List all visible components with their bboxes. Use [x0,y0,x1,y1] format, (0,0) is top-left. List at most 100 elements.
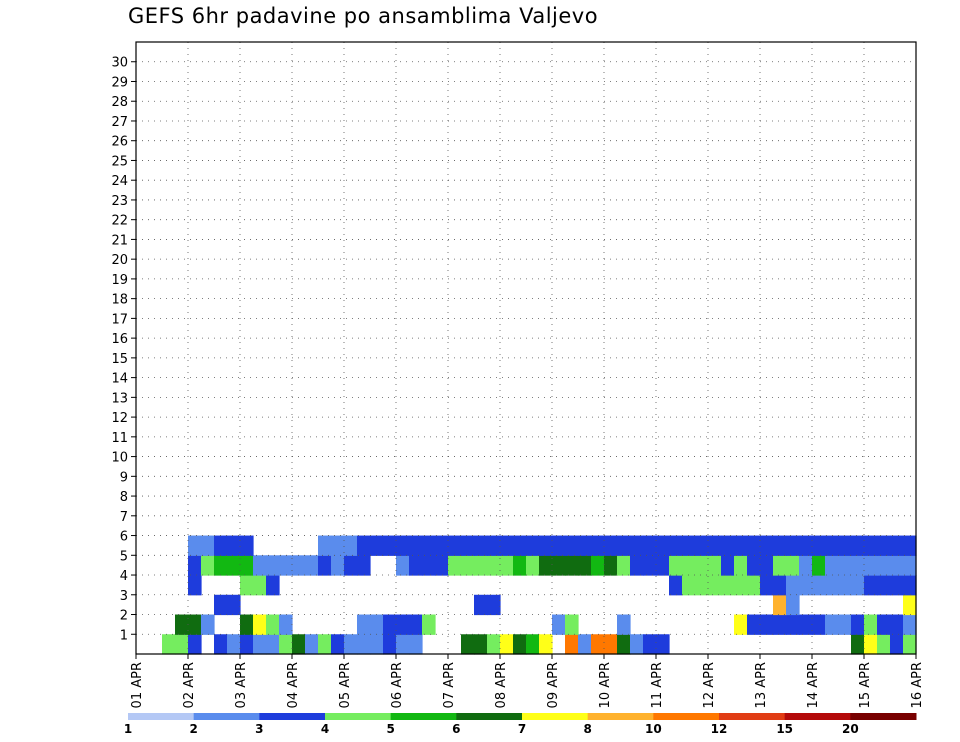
heatmap-cell [266,634,280,655]
heatmap-cell [786,555,800,576]
legend-swatch [719,713,786,720]
legend-label: 8 [583,722,591,736]
heatmap-cell [357,555,371,576]
heatmap-cell [799,614,813,635]
heatmap-cell [266,555,280,576]
heatmap-cell [825,555,839,576]
heatmap-cell [227,634,241,655]
heatmap-cell [175,634,189,655]
heatmap-cell [773,594,787,616]
heatmap-cell [604,634,618,655]
heatmap-cell [799,535,813,556]
heatmap-cell [227,555,241,576]
y-tick-label: 9 [120,470,128,485]
heatmap-cell [851,555,865,576]
heatmap-cell [773,614,787,635]
heatmap-cell [318,535,332,556]
heatmap-cell [760,535,774,556]
y-tick-label: 12 [111,411,128,426]
y-tick-label: 14 [111,372,128,387]
heatmap-cell [786,614,800,635]
heatmap-cell [539,634,553,655]
heatmap-cell [526,535,540,556]
heatmap-cell [773,535,787,556]
heatmap-cell [643,555,657,576]
heatmap-cell [864,634,878,655]
heatmap-cell [903,614,917,635]
x-tick-label: 14 APR [806,662,821,708]
heatmap-cell [240,555,254,576]
legend-swatch [259,713,326,720]
heatmap-cell [903,575,917,596]
heatmap-cell [786,535,800,556]
heatmap-cell [799,575,813,596]
heatmap-cell [461,535,475,556]
heatmap-cell [851,535,865,556]
y-tick-label: 3 [120,589,128,604]
heatmap-cell [513,535,527,556]
y-tick-label: 23 [111,194,128,209]
heatmap-cell [201,555,215,576]
heatmap-cell [721,535,735,556]
heatmap-cell [630,634,644,655]
legend-label: 12 [711,722,728,736]
heatmap-cell [695,535,709,556]
heatmap-cell [734,614,748,635]
x-tick-label: 06 APR [390,662,405,708]
heatmap-cell [760,575,774,596]
heatmap-cell [396,614,410,635]
heatmap-cell [838,535,852,556]
heatmap-cell [617,535,631,556]
heatmap-cell [877,634,891,655]
heatmap-cell [500,634,514,655]
heatmap-cell [474,555,488,576]
y-tick-label: 24 [111,174,128,189]
y-tick-label: 29 [111,75,128,90]
heatmap-cell [240,614,254,635]
heatmap-cell [812,614,826,635]
heatmap-cell [253,575,267,596]
heatmap-cell [695,555,709,576]
heatmap-cell [630,535,644,556]
heatmap-cell [292,555,306,576]
legend-label: 2 [189,722,197,736]
heatmap-cell [578,555,592,576]
y-tick-label: 17 [111,312,128,327]
y-tick-label: 30 [111,56,128,71]
legend-label: 1 [124,722,132,736]
y-tick-label: 6 [120,530,128,545]
heatmap-cell [669,555,683,576]
heatmap-cell [513,634,527,655]
y-tick-label: 22 [111,214,128,229]
heatmap-cell [838,575,852,596]
heatmap-cell [448,555,462,576]
heatmap-cell [877,575,891,596]
legend-swatch [522,713,589,720]
x-tick-label: 13 APR [754,662,769,708]
legend-label: 5 [386,722,394,736]
heatmap-cell [214,634,228,655]
heatmap-cell [682,555,696,576]
legend-swatch [456,713,523,720]
heatmap-cell [552,555,566,576]
heatmap-cell [890,555,904,576]
heatmap-cell [422,535,436,556]
y-tick-label: 25 [111,154,128,169]
heatmap-cell [682,535,696,556]
heatmap-cell [786,575,800,596]
heatmap-cell [435,555,449,576]
legend-label: 15 [776,722,793,736]
heatmap-cell [214,555,228,576]
heatmap-cell [162,634,176,655]
heatmap-cell [825,575,839,596]
heatmap-cell [500,535,514,556]
heatmap-cell [734,575,748,596]
heatmap-cell [656,555,670,576]
heatmap-cell [617,614,631,635]
heatmap-cell [786,594,800,616]
heatmap-cell [604,555,618,576]
heatmap-cell [448,535,462,556]
y-tick-label: 26 [111,135,128,150]
heatmap-cell [773,555,787,576]
x-tick-label: 07 APR [442,662,457,708]
